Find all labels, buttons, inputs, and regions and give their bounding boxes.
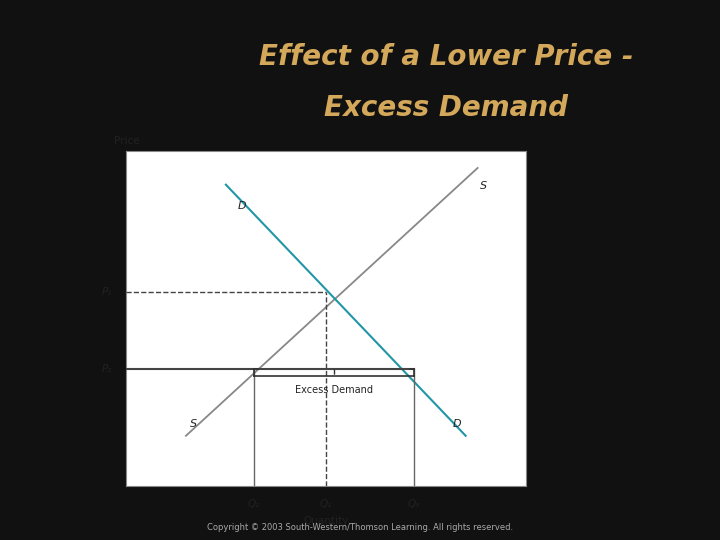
Text: Quantity: Quantity — [303, 516, 348, 526]
Text: D: D — [453, 419, 462, 429]
Text: Effect of a Lower Price -: Effect of a Lower Price - — [259, 43, 634, 71]
Text: P₂: P₂ — [102, 364, 112, 374]
Text: S: S — [480, 181, 487, 191]
Text: Excess Demand: Excess Demand — [325, 94, 568, 122]
Text: D: D — [238, 201, 246, 212]
Text: Q₃: Q₃ — [408, 500, 420, 509]
Text: P₁: P₁ — [102, 287, 112, 297]
Text: Excess Demand: Excess Demand — [294, 384, 373, 395]
Text: Copyright © 2003 South-Western/Thomson Learning. All rights reserved.: Copyright © 2003 South-Western/Thomson L… — [207, 523, 513, 532]
Text: Q₁: Q₁ — [320, 500, 332, 509]
Text: Q₂: Q₂ — [248, 500, 260, 509]
Text: Price: Price — [114, 136, 140, 146]
Text: S: S — [190, 419, 197, 429]
